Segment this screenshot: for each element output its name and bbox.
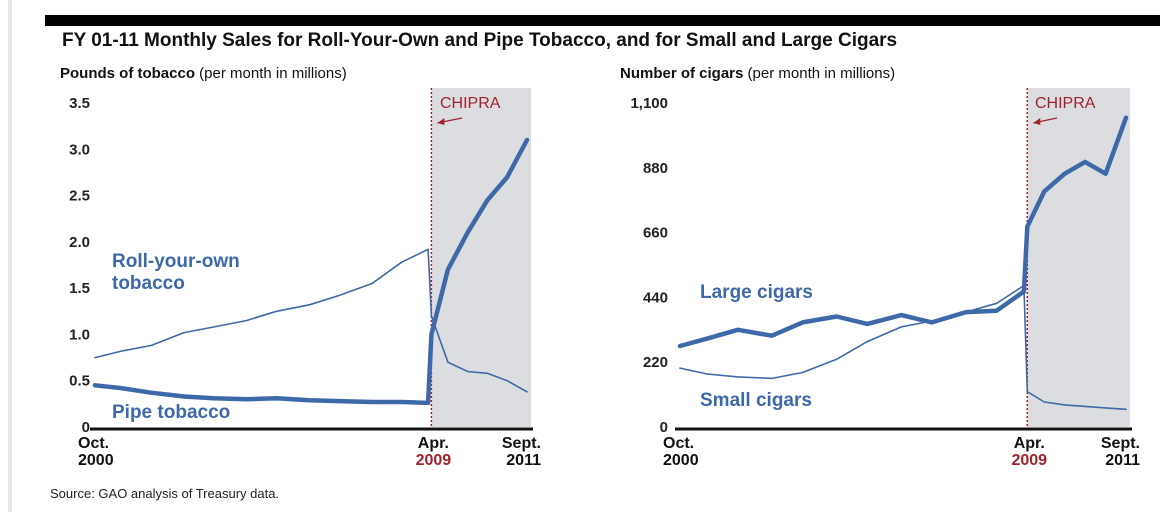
x-tick-label: Sept. 2011 bbox=[1101, 435, 1140, 469]
y-tick-label: 880 bbox=[643, 160, 668, 177]
y-tick-label: 220 bbox=[643, 354, 668, 371]
series-label: Large cigars bbox=[700, 282, 813, 303]
x-tick-label: Apr. 2009 bbox=[416, 435, 452, 469]
y-axis-label: Pounds of tobacco (per month in millions… bbox=[60, 65, 347, 82]
chipra-annotation: CHIPRA bbox=[440, 95, 501, 112]
y-tick-label: 0.5 bbox=[69, 373, 90, 390]
title-rule bbox=[45, 15, 1160, 26]
chipra-shaded-region bbox=[1027, 88, 1130, 427]
chart-title: FY 01-11 Monthly Sales for Roll-Your-Own… bbox=[62, 30, 898, 51]
x-tick-label: Oct. 2000 bbox=[663, 435, 699, 469]
y-tick-label: 440 bbox=[643, 289, 668, 306]
y-tick-label: 2.0 bbox=[69, 234, 90, 251]
y-tick-label: 0 bbox=[660, 419, 668, 436]
x-tick-label: Oct. 2000 bbox=[78, 435, 114, 469]
chipra-arrowhead bbox=[1033, 118, 1041, 125]
y-axis-label: Number of cigars (per month in millions) bbox=[620, 65, 895, 82]
y-tick-label: 3.0 bbox=[69, 141, 90, 158]
series-line bbox=[92, 137, 530, 406]
source-note: Source: GAO analysis of Treasury data. bbox=[50, 486, 280, 501]
page-left-rule bbox=[8, 0, 12, 512]
chipra-arrowhead bbox=[437, 118, 445, 125]
series-label: Pipe tobacco bbox=[112, 402, 230, 423]
y-tick-label: 1,100 bbox=[630, 95, 668, 112]
y-tick-label: 660 bbox=[643, 225, 668, 242]
chipra-shaded-region bbox=[431, 88, 531, 427]
y-tick-label: 3.5 bbox=[69, 95, 90, 112]
chart-1: Pounds of tobacco (per month in millions… bbox=[60, 65, 541, 469]
x-tick-label: Sept. 2011 bbox=[502, 435, 541, 469]
series-label: Roll-your-own tobacco bbox=[112, 251, 240, 294]
y-tick-label: 1.0 bbox=[69, 326, 90, 343]
y-tick-label: 1.5 bbox=[69, 280, 90, 297]
series-line bbox=[94, 248, 528, 393]
series-line bbox=[679, 284, 1127, 411]
series-label: Small cigars bbox=[700, 390, 812, 411]
chart-2: Number of cigars (per month in millions)… bbox=[620, 65, 1140, 469]
y-tick-label: 0 bbox=[82, 419, 90, 436]
x-tick-label: Apr. 2009 bbox=[1011, 435, 1047, 469]
y-tick-label: 2.5 bbox=[69, 188, 90, 205]
chipra-annotation: CHIPRA bbox=[1035, 95, 1096, 112]
